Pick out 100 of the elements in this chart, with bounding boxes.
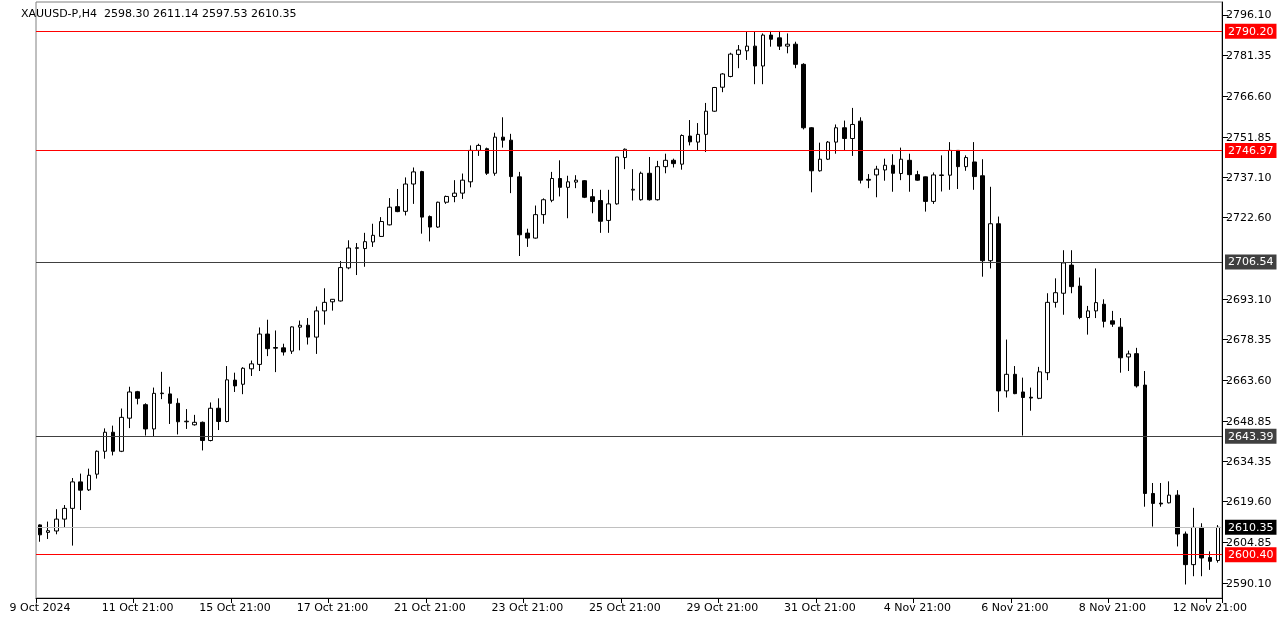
candlestick [996,216,1001,413]
candlestick [127,386,132,429]
candlestick [46,521,50,540]
candlestick [964,154,968,172]
candlestick [720,72,725,93]
candlestick [769,30,773,48]
candlestick [1094,267,1098,319]
candlestick [1069,249,1074,294]
candlestick [314,305,319,355]
candlestick [387,197,392,226]
candlestick [420,170,424,235]
y-tick-label: 2737.10 [1226,171,1272,185]
candlestick [574,174,578,189]
candlestick [939,154,944,192]
x-tick-label: 8 Nov 21:00 [1078,601,1146,614]
candlestick [948,141,952,191]
candlestick [777,30,782,51]
candlestick [736,44,741,69]
candlestick [485,147,489,176]
candlestick [858,116,863,184]
candlestick [956,149,960,190]
candlestick [330,298,335,312]
candlestick [931,171,936,205]
candlestick [1143,370,1147,508]
candlestick [850,107,855,157]
candlestick [866,173,871,189]
candlestick [70,477,75,547]
candlestick [1029,387,1033,412]
y-tick-label: 2604.85 [1226,535,1272,549]
candlestick [655,160,660,202]
candlestick [874,165,879,198]
y-tick-label: 2693.10 [1226,292,1272,306]
candlestick [1134,347,1139,389]
y-tick-label: 2590.10 [1226,576,1272,590]
candlestick [631,168,635,202]
y-tick-label: 2722.60 [1226,211,1272,225]
candlestick [54,508,59,535]
candlestick [1199,522,1204,577]
x-tick-label: 31 Oct 21:00 [784,601,856,614]
candlestick [517,171,522,257]
y-tick-label: 2634.35 [1226,454,1272,468]
x-tick-label: 21 Oct 21:00 [394,601,466,614]
candlestick [1167,480,1171,504]
candlestick [493,132,497,177]
candlestick [379,216,384,238]
candlestick [452,179,457,203]
candlestick [809,126,814,193]
candlestick [1078,277,1082,320]
x-tick-label: 17 Oct 21:00 [296,601,369,614]
candlestick [192,414,197,427]
candlestick [306,317,310,346]
candlestick [1110,310,1115,328]
candlestick [184,408,189,430]
ref-line-label: 2643.39 [1228,429,1274,443]
candlestick [257,326,262,372]
candlestick [606,189,611,234]
ref-line-label: 2790.20 [1228,24,1274,38]
candlestick [745,31,749,61]
candlestick [915,170,920,182]
candlestick [1118,317,1123,374]
candlestick [623,147,627,170]
candlestick [501,116,505,149]
candlestick [1021,377,1025,437]
candlestick [988,186,993,269]
candlestick [265,319,270,357]
candlestick [509,133,513,194]
x-tick-label: 29 Oct 21:00 [686,601,759,614]
candlestick [680,133,684,171]
text: XAUUSD-P,H4 2598.30 2611.14 2597.53 2610.35 [21,7,297,20]
candlestick [143,402,148,437]
candlestick [801,62,806,130]
candlestick [785,32,790,54]
candlestick [1037,366,1042,400]
candlestick [834,123,838,155]
x-tick-label: 15 Oct 21:00 [199,601,271,614]
candlestick [363,232,367,268]
y-tick-label: 2766.60 [1226,89,1272,103]
candlestick [1061,249,1066,316]
x-tick-label: 4 Nov 21:00 [883,601,951,614]
candlestick [78,473,83,511]
candlestick [615,156,619,206]
candlestick [1013,365,1017,395]
candlestick [119,408,124,453]
candlestick [403,176,408,216]
candlestick [436,201,440,229]
candlestick [1216,524,1220,564]
candlestick [688,119,692,146]
candlestick [1159,482,1163,508]
candlestick [1175,489,1180,547]
candlestick [550,171,554,203]
candlestick [371,223,375,248]
candlestick [761,32,765,85]
candlestick [663,153,668,174]
candlestick [176,397,180,435]
candlestick [590,188,595,214]
candlestick [598,189,603,234]
candlestick [476,143,481,157]
y-tick-label: 2781.35 [1226,49,1272,63]
candlestick [1102,298,1106,328]
candlestick [160,371,164,400]
